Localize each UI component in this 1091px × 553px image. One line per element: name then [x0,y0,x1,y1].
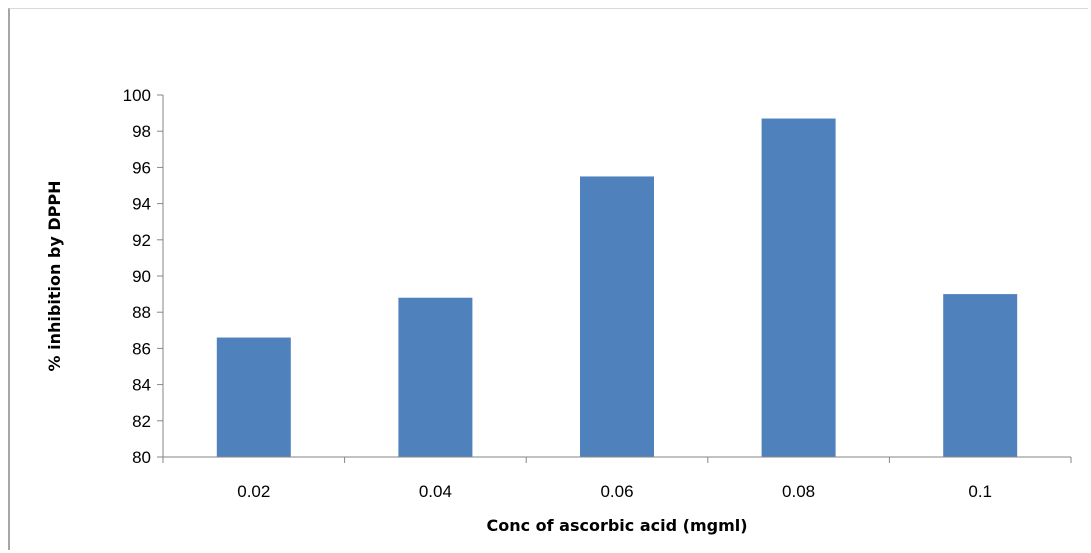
x-tick-label: 0.02 [237,482,270,501]
x-axis-ticks: 0.02 0.04 0.06 0.08 0.1 [162,457,1072,501]
y-axis-ticks: 80 82 84 86 88 90 92 94 96 98 100 [123,86,163,467]
bar [761,118,836,457]
bar [943,294,1018,457]
bar [398,297,473,457]
y-tick-label: 92 [132,231,151,250]
y-tick-label: 100 [123,86,151,105]
y-tick-label: 84 [132,376,151,395]
x-axis-title: Conc of ascorbic acid (mgml) [486,516,747,535]
bar [580,176,654,457]
chart-frame [8,8,1088,550]
x-tick-label: 0.1 [968,482,992,501]
y-axis-title: % inhibition by DPPH [45,181,64,372]
y-tick-label: 96 [132,158,151,177]
y-tick-label: 98 [132,122,151,141]
y-tick-label: 90 [132,267,151,286]
y-tick-label: 80 [132,448,151,467]
bar-series [216,118,1018,457]
x-tick-label: 0.04 [419,482,452,501]
bar [216,337,291,457]
x-tick-label: 0.06 [600,482,633,501]
y-tick-label: 86 [132,339,151,358]
x-tick-label: 0.08 [782,482,815,501]
y-tick-label: 94 [132,195,151,214]
y-tick-label: 88 [132,303,151,322]
y-tick-label: 82 [132,412,151,431]
